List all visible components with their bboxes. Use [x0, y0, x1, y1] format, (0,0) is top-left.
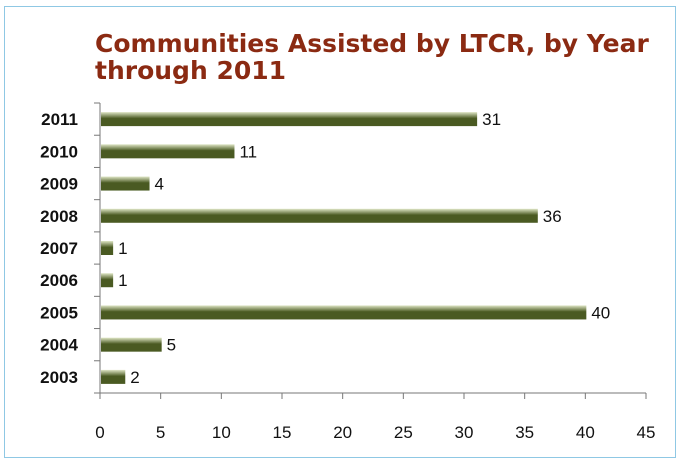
bar-2006 [101, 273, 114, 288]
y-tick-label: 2009 [40, 175, 78, 194]
y-tick-label: 2004 [40, 336, 78, 355]
data-label: 1 [118, 271, 127, 290]
bar-2003 [101, 369, 126, 384]
bar-2004 [101, 337, 162, 352]
bar-2010 [101, 144, 235, 159]
data-label: 11 [239, 142, 257, 161]
data-label: 40 [591, 303, 610, 322]
data-label: 36 [543, 207, 562, 226]
y-tick-label: 2005 [40, 303, 78, 322]
axes [94, 102, 647, 399]
data-label: 5 [167, 336, 176, 355]
y-tick-label: 2006 [40, 271, 78, 290]
x-tick-label: 40 [576, 423, 595, 442]
chart-title: Communities Assisted by LTCR, by Year th… [95, 29, 649, 85]
x-tick-label: 30 [455, 423, 474, 442]
x-tick-label: 10 [212, 423, 231, 442]
data-label: 31 [482, 110, 501, 129]
x-tick-label: 25 [394, 423, 413, 442]
x-tick-label: 45 [637, 423, 656, 442]
bar-2008 [101, 208, 538, 223]
x-tick-label: 0 [95, 423, 104, 442]
y-tick-label: 2011 [41, 110, 78, 129]
y-tick-label: 2003 [40, 368, 78, 387]
labels: 0 5 10 15 20 25 30 35 40 45 2003 2 2004 5 2005 40 2006 1 2… [40, 110, 655, 442]
data-label: 2 [130, 368, 139, 387]
x-tick-label: 20 [333, 423, 352, 442]
bar-2005 [101, 305, 587, 320]
bar-2007 [101, 241, 114, 255]
bar-2011 [101, 112, 478, 127]
data-label: 4 [155, 175, 164, 194]
x-tick-label: 5 [156, 423, 165, 442]
bar-2009 [101, 176, 150, 191]
y-tick-label: 2007 [40, 239, 78, 258]
y-tick-label: 2008 [40, 207, 78, 226]
x-tick-label: 15 [273, 423, 292, 442]
data-label: 1 [118, 239, 127, 258]
bars [101, 112, 587, 384]
y-tick-label: 2010 [40, 142, 78, 161]
x-tick-label: 35 [515, 423, 534, 442]
